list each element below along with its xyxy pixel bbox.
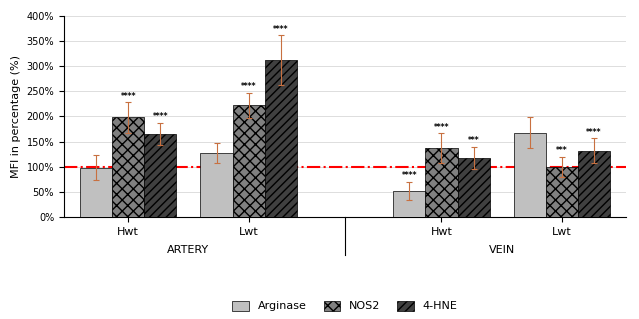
Legend: Arginase, NOS2, 4-HNE: Arginase, NOS2, 4-HNE	[228, 296, 462, 316]
Text: ARTERY: ARTERY	[167, 245, 210, 255]
Bar	[80, 168, 112, 217]
Bar	[514, 132, 546, 217]
Text: ***: ***	[556, 146, 568, 155]
Text: ****: ****	[120, 92, 136, 101]
Text: VEIN: VEIN	[489, 245, 515, 255]
Bar	[201, 153, 233, 217]
Bar	[578, 151, 610, 217]
Bar	[144, 134, 176, 217]
Y-axis label: MFI in percentage (%): MFI in percentage (%)	[11, 55, 21, 178]
Text: ****: ****	[273, 25, 289, 33]
Text: ***: ***	[468, 136, 479, 145]
Text: ****: ****	[401, 171, 417, 180]
Bar	[458, 158, 489, 217]
Bar	[233, 105, 265, 217]
Bar	[426, 148, 458, 217]
Text: ****: ****	[153, 113, 168, 122]
Bar	[265, 60, 297, 217]
Text: ****: ****	[434, 122, 449, 131]
Bar	[112, 117, 144, 217]
Bar	[393, 191, 426, 217]
Bar	[546, 167, 578, 217]
Text: ****: ****	[241, 82, 256, 91]
Text: ****: ****	[587, 128, 602, 137]
